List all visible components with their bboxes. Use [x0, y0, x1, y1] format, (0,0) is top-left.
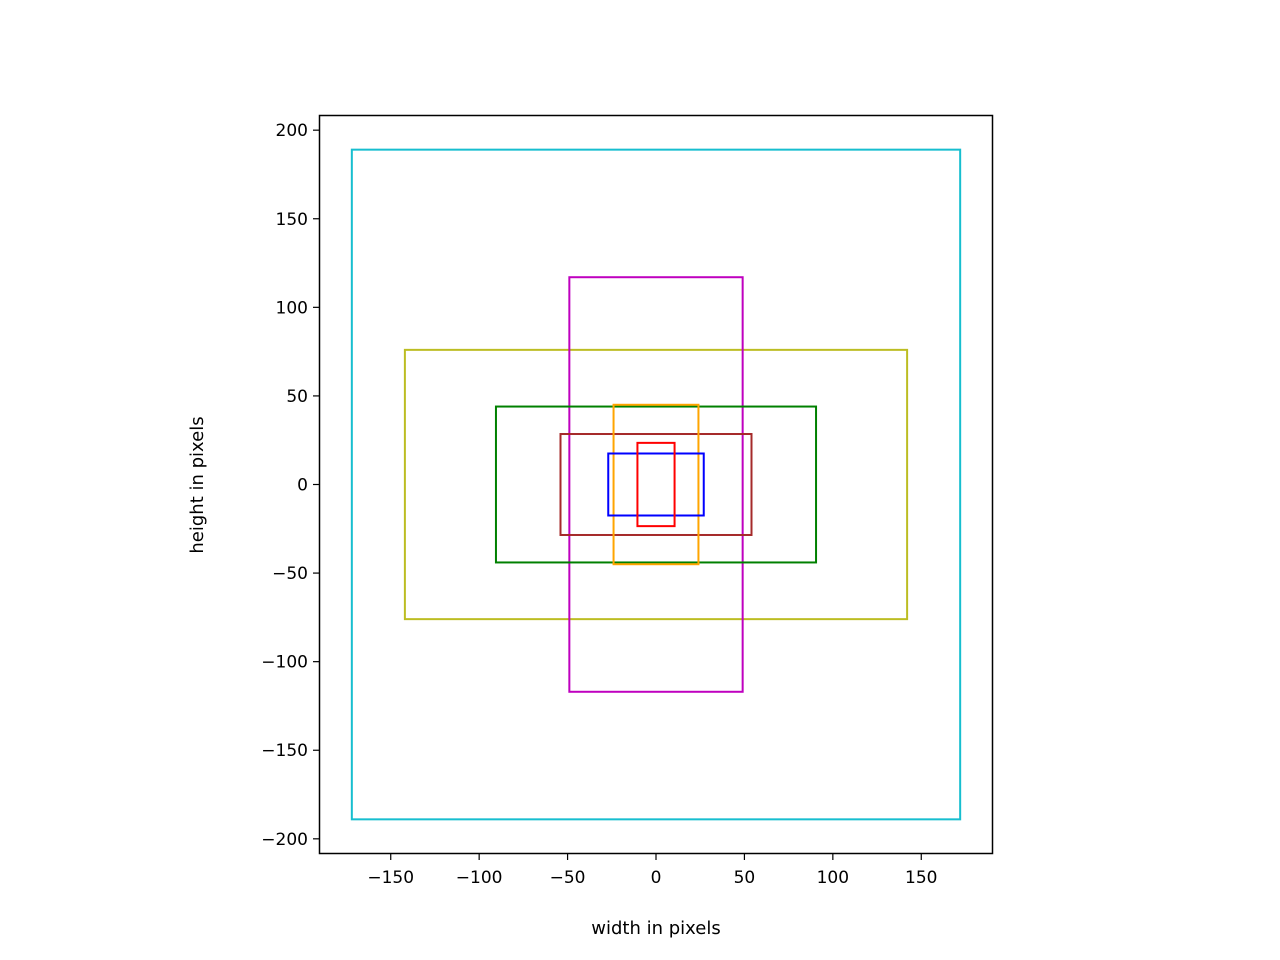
x-tick-label: 50 [734, 868, 756, 888]
y-tick-label: −150 [261, 741, 308, 761]
x-tick-label: −50 [550, 868, 586, 888]
y-tick-label: 200 [276, 121, 308, 141]
rectangle-7 [607, 452, 705, 517]
y-axis: 200 150 100 50 0 −50 −100 −150 −200 [261, 121, 320, 850]
x-tick-label: 100 [817, 868, 849, 888]
y-tick-label: −200 [261, 830, 308, 850]
y-tick-label: 0 [297, 476, 308, 496]
rectangle-2 [403, 348, 909, 621]
y-tick-label: 50 [286, 387, 308, 407]
x-tick-label: 0 [651, 868, 662, 888]
y-tick-label: −100 [261, 653, 308, 673]
y-tick-label: 150 [276, 210, 308, 230]
y-tick-label: −50 [272, 564, 308, 584]
y-tick-label: 100 [276, 298, 308, 318]
x-axis-label: width in pixels [591, 918, 720, 939]
x-axis: −150 −100 −50 0 50 100 150 [367, 853, 937, 888]
rectangle-3 [568, 276, 744, 693]
rectangle-8 [636, 441, 676, 528]
y-axis-label: height in pixels [187, 416, 208, 553]
plot-frame [318, 114, 994, 855]
rectangle-1 [350, 148, 962, 821]
rectangle-4 [494, 405, 818, 564]
x-tick-label: 150 [905, 868, 937, 888]
rectangle-5 [559, 433, 753, 536]
rectangles-layer [350, 148, 962, 821]
rectangle-6 [612, 403, 700, 566]
x-tick-label: −150 [367, 868, 414, 888]
x-tick-label: −100 [456, 868, 503, 888]
